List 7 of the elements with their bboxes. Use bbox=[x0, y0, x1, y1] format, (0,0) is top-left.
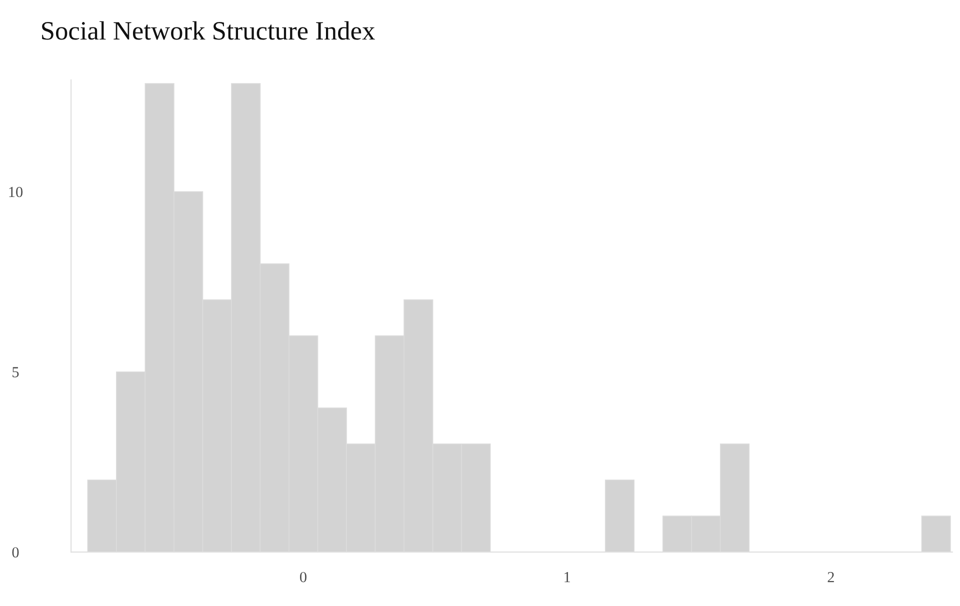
y-tick-label: 10 bbox=[9, 186, 23, 198]
x-tick-label: 2 bbox=[828, 572, 834, 582]
chart-title: Social Network Structure Index bbox=[42, 21, 375, 40]
y-tick-label: 0 bbox=[12, 547, 19, 558]
x-tick-label: 0 bbox=[300, 572, 306, 582]
y-tick-label: 5 bbox=[12, 367, 19, 378]
x-tick-label: 1 bbox=[564, 572, 570, 582]
